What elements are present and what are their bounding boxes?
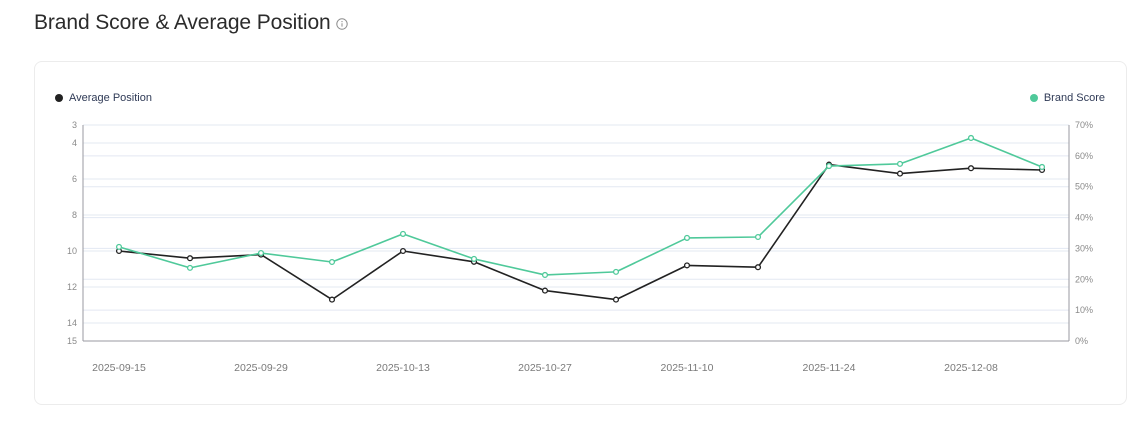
left-axis-tick: 12 [67, 282, 77, 292]
data-point[interactable] [683, 262, 691, 269]
right-axis-tick: 50% [1075, 182, 1093, 192]
data-point[interactable] [754, 264, 762, 271]
info-icon[interactable] [335, 18, 348, 30]
data-point[interactable] [257, 250, 265, 257]
data-point[interactable] [1038, 163, 1046, 171]
data-point[interactable] [470, 255, 478, 262]
data-point[interactable] [612, 296, 620, 303]
left-axis-tick: 4 [72, 138, 77, 148]
average-position-line [118, 163, 1043, 301]
page-title: Brand Score & Average Position [34, 11, 331, 34]
data-point[interactable] [541, 271, 549, 279]
data-point[interactable] [967, 165, 975, 172]
right-axis-tick: 0% [1075, 336, 1088, 346]
right-axis-tick: 30% [1075, 243, 1093, 253]
data-point[interactable] [186, 264, 194, 271]
legend-average-position[interactable]: Average Position [55, 92, 152, 104]
x-axis-tick: 2025-10-13 [376, 362, 430, 374]
data-point[interactable] [683, 234, 691, 241]
legend-label: Brand Score [1043, 92, 1105, 104]
data-point[interactable] [967, 134, 975, 142]
x-axis-tick: 2025-10-27 [518, 362, 572, 374]
left-axis-tick: 14 [67, 318, 77, 328]
data-point[interactable] [896, 170, 904, 177]
data-point[interactable] [399, 247, 407, 255]
chart-card [34, 61, 1127, 405]
data-point[interactable] [825, 162, 833, 170]
legend-brand-score[interactable]: Brand Score [1029, 92, 1105, 104]
left-axis-tick: 15 [67, 336, 77, 346]
left-axis-tick: 6 [72, 174, 77, 184]
left-axis-tick: 10 [67, 246, 77, 256]
data-point[interactable] [754, 233, 762, 241]
right-axis-tick: 40% [1075, 213, 1093, 223]
data-point[interactable] [541, 287, 549, 294]
right-axis-tick: 10% [1075, 305, 1093, 315]
data-point[interactable] [328, 258, 336, 266]
data-point[interactable] [896, 160, 904, 167]
x-axis-tick: 2025-11-24 [803, 362, 856, 374]
legend-dot-icon [55, 94, 63, 102]
data-point[interactable] [186, 255, 194, 262]
data-point[interactable] [115, 243, 123, 250]
x-axis-tick: 2025-09-15 [92, 362, 146, 374]
data-point[interactable] [328, 296, 336, 303]
data-point[interactable] [399, 230, 407, 237]
legend-label: Average Position [69, 92, 152, 104]
right-axis-tick: 20% [1075, 274, 1093, 284]
left-axis-tick: 3 [72, 120, 77, 130]
right-axis-tick: 60% [1075, 151, 1093, 161]
right-axis-tick: 70% [1075, 120, 1093, 130]
x-axis-tick: 2025-09-29 [234, 362, 288, 374]
data-point[interactable] [612, 268, 620, 275]
brand-score-line [118, 137, 1043, 276]
chart-header: Brand Score & Average Position [34, 11, 348, 35]
legend-dot-icon [1029, 94, 1038, 102]
x-axis-tick: 2025-12-08 [944, 362, 998, 374]
left-axis-tick: 8 [72, 210, 77, 220]
x-axis-tick: 2025-11-10 [661, 362, 714, 374]
